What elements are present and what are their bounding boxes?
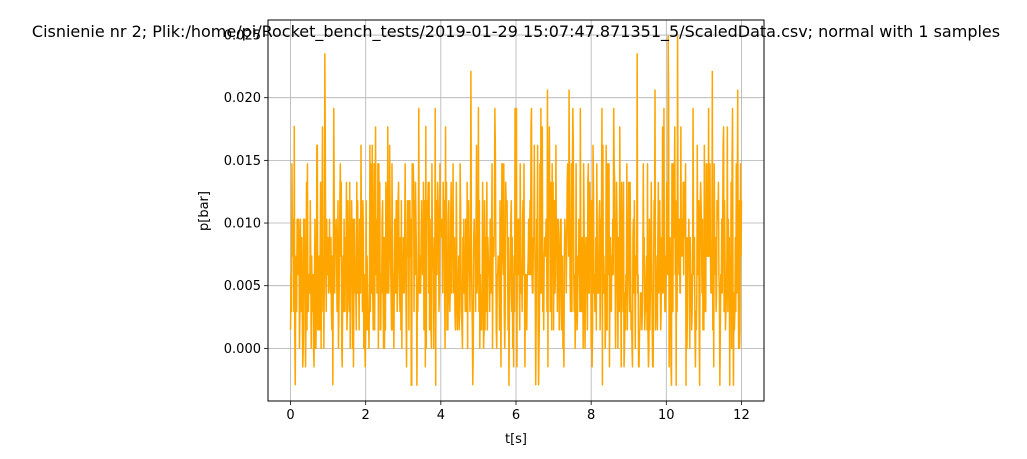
x-tick-label: 8 <box>587 408 595 423</box>
x-axis-label: t[s] <box>505 432 527 447</box>
x-tick-label: 10 <box>658 408 675 423</box>
y-tick-label: 0.005 <box>224 279 261 294</box>
y-tick-label: 0.020 <box>224 91 261 106</box>
x-tick-label: 6 <box>512 408 520 423</box>
y-axis: 0.000 0.005 0.010 0.015 0.020 0.025 <box>224 29 268 357</box>
x-tick-label: 0 <box>286 408 294 423</box>
series-line <box>289 35 743 387</box>
chart-title: Cisnienie nr 2; Plik:/home/pi/Rocket_ben… <box>32 22 1000 42</box>
y-tick-label: 0.025 <box>224 29 261 44</box>
y-tick-label: 0.010 <box>224 217 261 232</box>
x-tick-label: 12 <box>733 408 750 423</box>
x-tick-label: 2 <box>362 408 370 423</box>
y-tick-label: 0.000 <box>224 342 261 357</box>
x-tick-label: 4 <box>437 408 445 423</box>
y-tick-label: 0.015 <box>224 154 261 169</box>
series-layer <box>289 35 743 387</box>
y-axis-label: p[bar] <box>197 191 212 231</box>
x-axis: 0 2 4 6 8 10 12 <box>286 401 750 423</box>
